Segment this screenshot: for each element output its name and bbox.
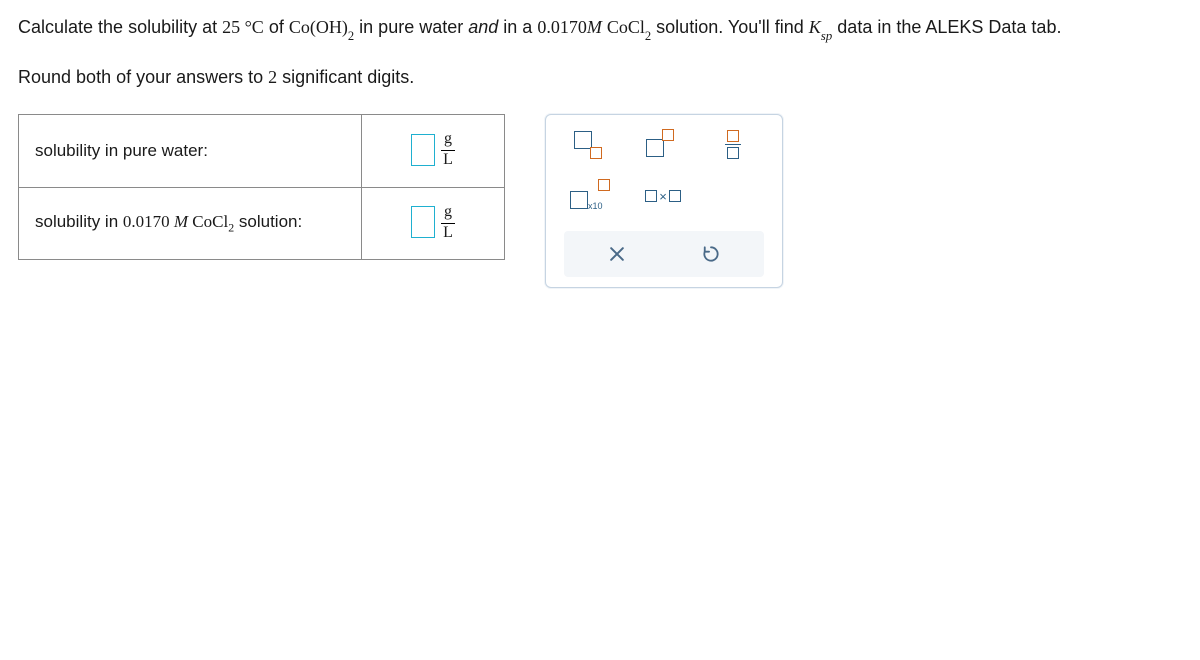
table-row: solubility in pure water: g L bbox=[19, 115, 505, 188]
subscript-square-icon bbox=[590, 147, 602, 159]
unit-den: L bbox=[443, 225, 453, 241]
question-conc: 0.0170 bbox=[537, 17, 587, 37]
row2-answer-slot[interactable] bbox=[411, 206, 435, 238]
times-icon: × bbox=[657, 189, 669, 204]
subscript-button[interactable] bbox=[570, 127, 608, 161]
question-mid2: in a bbox=[503, 17, 537, 37]
close-icon bbox=[607, 244, 627, 264]
palette-row-1 bbox=[564, 127, 764, 161]
question-temp: 25 °C bbox=[222, 17, 264, 37]
row2-post: solution: bbox=[234, 212, 302, 231]
compound-base: Co(OH) bbox=[289, 17, 348, 37]
fraction-button[interactable] bbox=[714, 127, 752, 161]
superscript-button[interactable] bbox=[642, 127, 680, 161]
palette-row-2: x10 × bbox=[564, 179, 764, 213]
unit-g-per-l: g L bbox=[441, 204, 455, 241]
instruction-post: significant digits. bbox=[282, 67, 414, 87]
unit-num: g bbox=[444, 204, 452, 222]
row1-answer-slot[interactable] bbox=[411, 134, 435, 166]
row2-pre: solubility in bbox=[35, 212, 123, 231]
question-pre: Calculate the solubility at bbox=[18, 17, 222, 37]
square-icon bbox=[645, 190, 657, 202]
scientific-notation-button[interactable]: x10 bbox=[570, 179, 610, 213]
clear-button[interactable] bbox=[599, 239, 635, 269]
unit-den: L bbox=[443, 152, 453, 168]
question-of: of bbox=[269, 17, 289, 37]
instruction-pre: Round both of your answers to bbox=[18, 67, 268, 87]
question-and: and bbox=[468, 17, 498, 37]
instruction-line: Round both of your answers to 2 signific… bbox=[18, 67, 1182, 88]
table-row: solubility in 0.0170 M CoCl2 solution: g… bbox=[19, 187, 505, 260]
question-line-1: Calculate the solubility at 25 °C of Co(… bbox=[18, 14, 1182, 43]
square-icon bbox=[646, 139, 664, 157]
question-molar: M bbox=[587, 17, 602, 37]
row2-m: M bbox=[174, 212, 188, 231]
superscript-square-icon bbox=[662, 129, 674, 141]
row2-label: solubility in 0.0170 M CoCl2 solution: bbox=[19, 187, 362, 260]
answer-table: solubility in pure water: g L solubility… bbox=[18, 114, 505, 260]
question-mid3: solution. You'll find bbox=[656, 17, 809, 37]
row2-input-cell: g L bbox=[362, 187, 505, 260]
undo-icon bbox=[701, 244, 721, 264]
question-tail: data in the ALEKS Data tab. bbox=[837, 17, 1061, 37]
unit-g-per-l: g L bbox=[441, 131, 455, 168]
x10-label: x10 bbox=[588, 201, 603, 211]
row2-conc: 0.0170 bbox=[123, 212, 174, 231]
row1-input-cell: g L bbox=[362, 115, 505, 188]
solution-sub: 2 bbox=[645, 29, 651, 43]
multiplication-button[interactable]: × bbox=[644, 179, 682, 213]
palette-action-row bbox=[564, 231, 764, 277]
question-mid1: in pure water bbox=[359, 17, 468, 37]
exponent-square-icon bbox=[598, 179, 610, 191]
square-icon bbox=[669, 190, 681, 202]
symbol-palette: x10 × bbox=[545, 114, 783, 288]
row2-compound: CoCl bbox=[188, 212, 228, 231]
compound-sub: 2 bbox=[348, 29, 354, 43]
fraction-bar-icon bbox=[725, 144, 741, 146]
row1-label: solubility in pure water: bbox=[19, 115, 362, 188]
solution-base: CoCl bbox=[607, 17, 645, 37]
unit-num: g bbox=[444, 131, 452, 149]
fraction-den-icon bbox=[727, 147, 739, 159]
instruction-sig: 2 bbox=[268, 67, 277, 87]
ksp-sp: sp bbox=[821, 28, 833, 43]
ksp-k: K bbox=[809, 17, 821, 37]
square-icon bbox=[570, 191, 588, 209]
fraction-num-icon bbox=[727, 130, 739, 142]
reset-button[interactable] bbox=[693, 239, 729, 269]
